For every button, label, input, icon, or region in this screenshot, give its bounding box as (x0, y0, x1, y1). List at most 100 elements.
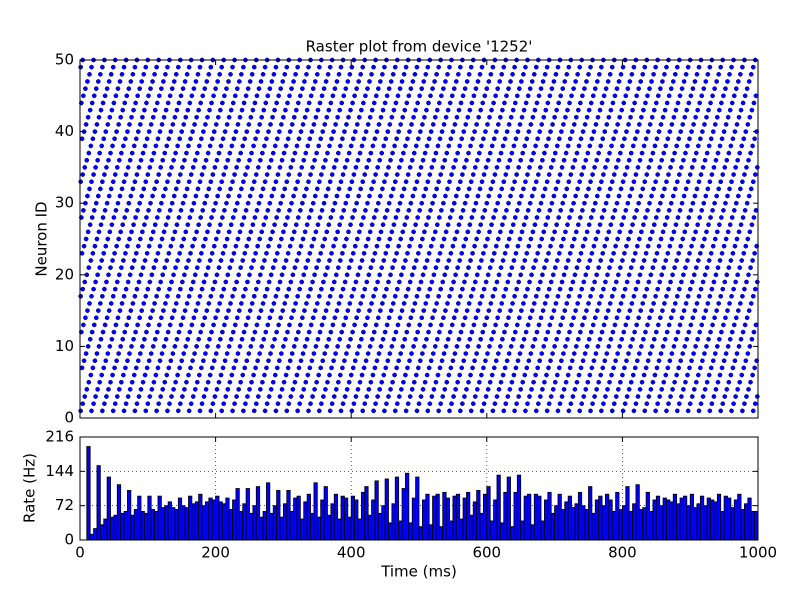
spike-dot (366, 387, 372, 392)
spike-dot (322, 351, 328, 356)
spike-dot (467, 107, 473, 113)
spike-dot (387, 351, 393, 356)
spike-dot (481, 365, 486, 371)
spike-dot (361, 215, 366, 220)
spike-dot (468, 258, 473, 263)
spike-dot (257, 122, 263, 127)
spike-dot (224, 86, 229, 91)
spike-dot (205, 150, 211, 156)
spike-dot (392, 143, 397, 149)
spike-dot (191, 86, 197, 91)
spike-dot (555, 293, 561, 299)
spike-dot (114, 243, 119, 249)
spike-dot (259, 344, 265, 349)
spike-dot (202, 200, 208, 206)
spike-dot (643, 329, 648, 335)
histogram-bar (330, 503, 335, 541)
spike-dot (416, 401, 422, 407)
spike-dot (110, 143, 115, 149)
spike-dot (310, 165, 315, 170)
spike-dot (459, 250, 465, 256)
spike-dot (281, 379, 287, 385)
spike-dot (154, 329, 160, 335)
spike-dot (306, 215, 312, 220)
spike-dot (330, 322, 336, 328)
spike-dot (475, 308, 481, 313)
spike-dot (205, 265, 211, 270)
spike-dot (180, 200, 186, 206)
spike-dot (429, 279, 435, 285)
spike-dot (597, 222, 603, 228)
spike-dot (400, 114, 406, 120)
spike-dot (467, 336, 473, 342)
spike-dot (188, 401, 194, 407)
spike-dot (325, 301, 331, 306)
spike-dot (458, 179, 463, 185)
spike-dot (546, 250, 551, 256)
spike-dot (359, 222, 364, 228)
spike-dot (673, 222, 679, 228)
spike-dot (561, 122, 566, 127)
spike-dot (592, 315, 598, 321)
spike-dot (205, 229, 210, 235)
spike-dot (580, 322, 585, 328)
spike-dot (376, 122, 382, 127)
spike-dot (579, 401, 585, 407)
spike-dot (370, 143, 376, 149)
spike-dot (481, 136, 486, 142)
spike-dot (127, 157, 133, 163)
spike-dot (754, 165, 760, 170)
spike-dot (723, 200, 728, 206)
spike-dot (545, 329, 551, 335)
spike-dot (560, 200, 566, 206)
spike-dot (335, 379, 341, 385)
spike-dot (381, 258, 387, 263)
spike-dot (246, 236, 252, 242)
spike-dot (122, 100, 128, 106)
spike-dot (236, 79, 242, 84)
spike-dot (658, 86, 663, 91)
spike-dot (127, 351, 132, 356)
spike-dot (593, 236, 599, 242)
spike-dot (588, 293, 593, 299)
spike-dot (226, 308, 231, 313)
spike-dot (100, 329, 106, 335)
spike-dot (213, 351, 219, 356)
spike-dot (247, 387, 252, 392)
spike-dot (478, 222, 484, 228)
spike-dot (108, 71, 114, 77)
spike-dot (564, 301, 570, 306)
spike-dot (119, 150, 124, 156)
spike-dot (363, 358, 369, 364)
spike-dot (83, 86, 88, 91)
histogram-bar (215, 495, 220, 541)
spike-dot (239, 222, 245, 228)
spike-dot (251, 179, 257, 185)
histogram-bar (462, 497, 467, 541)
spike-dot (729, 100, 735, 106)
spike-dot (183, 229, 189, 235)
spike-dot (335, 150, 341, 156)
spike-dot (85, 114, 91, 120)
spike-dot (327, 143, 332, 149)
spike-dot (468, 408, 474, 414)
spike-dot (351, 401, 357, 407)
spike-dot (691, 272, 697, 278)
spike-dot (599, 64, 604, 70)
spike-dot (491, 215, 496, 220)
spike-dot (517, 351, 523, 356)
spike-dot (462, 86, 468, 91)
spike-dot (418, 394, 424, 399)
spike-dot (472, 243, 477, 249)
spike-dot (733, 200, 739, 206)
spike-dot (744, 200, 750, 206)
spike-dot (394, 136, 399, 142)
spike-dot (130, 71, 136, 77)
spike-dot (494, 165, 500, 170)
spike-dot (179, 358, 185, 364)
spike-dot (279, 157, 285, 163)
spike-dot (174, 336, 180, 342)
spike-dot (341, 93, 347, 99)
spike-dot (138, 387, 144, 392)
spike-dot (395, 322, 401, 328)
